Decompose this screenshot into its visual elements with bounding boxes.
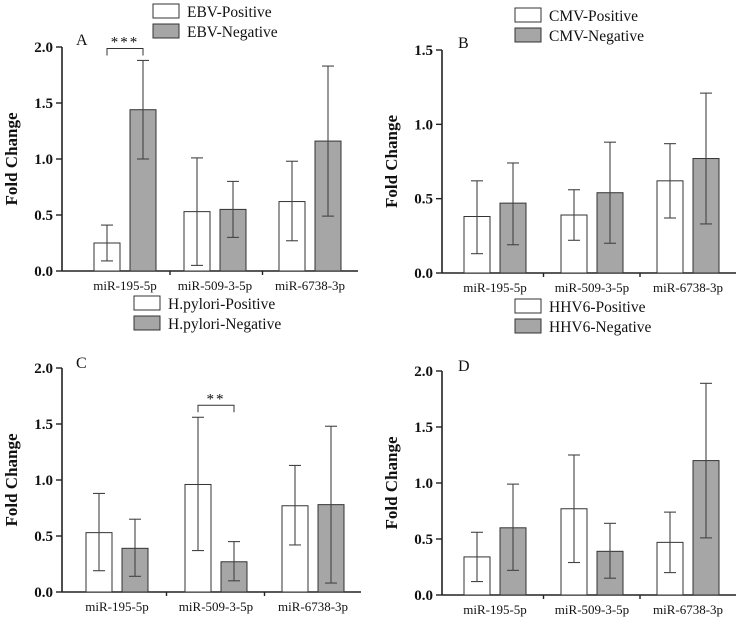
x-category-label: miR-509-3-5p: [555, 280, 629, 295]
y-axis-label: Fold Change: [2, 433, 21, 526]
x-category-label: miR-6738-3p: [653, 280, 723, 295]
legend-label: EBV-Negative: [187, 24, 278, 41]
bar-positive: [560, 214, 588, 274]
y-tick-label: 0.5: [34, 208, 53, 224]
panel-letter: C: [76, 355, 87, 372]
y-tick-label: 1.5: [414, 43, 433, 59]
y-tick-label: 2.0: [34, 40, 53, 56]
significance-label: **: [207, 391, 226, 407]
x-category-label: miR-509-3-5p: [178, 278, 252, 293]
legend: HHV6-Positive HHV6-Negative: [514, 298, 652, 336]
legend-swatch-negative: [133, 315, 161, 331]
y-tick-label: 2.0: [34, 361, 53, 377]
y-tick-label: 2.0: [414, 364, 433, 380]
x-category-label: miR-6738-3p: [653, 602, 723, 617]
y-tick-label: 0.0: [414, 588, 433, 604]
legend-swatch-negative: [514, 27, 542, 43]
panel-letter: D: [458, 358, 470, 375]
legend-label: HHV6-Negative: [549, 319, 652, 336]
panel-letter: A: [76, 32, 88, 49]
y-axis-label: Fold Change: [382, 436, 401, 529]
x-category-label: miR-195-5p: [85, 599, 149, 614]
y-axis-label: Fold Change: [2, 112, 21, 205]
y-axis-label: Fold Change: [382, 115, 401, 208]
legend: CMV-Positive CMV-Negative: [514, 7, 644, 45]
chart-panel-a: 0.0 0.5 1.0 1.5 2.0 miR-195-5p miR-509-3-5p miR…: [2, 3, 358, 293]
legend-label: H.pylori-Positive: [168, 296, 275, 313]
y-tick-label: 1.0: [414, 476, 433, 492]
x-category-label: miR-195-5p: [463, 280, 527, 295]
x-category-label: miR-509-3-5p: [555, 602, 629, 617]
chart-panel-b: 0.0 0.5 1.0 1.5 miR-195-5p miR-509-3-5p miR-67…: [382, 7, 736, 295]
legend-swatch-negative: [514, 318, 542, 334]
y-tick-label: 0.0: [34, 264, 53, 280]
significance-label: ***: [111, 34, 140, 50]
y-tick-label: 1.5: [34, 417, 53, 433]
x-category-label: miR-195-5p: [463, 602, 527, 617]
legend-swatch-positive: [514, 7, 542, 23]
y-tick-label: 1.5: [34, 96, 53, 112]
significance-bracket: [197, 404, 235, 413]
x-category-label: miR-195-5p: [93, 278, 157, 293]
legend-label: CMV-Positive: [549, 8, 638, 25]
chart-panel-d: 0.0 0.5 1.0 1.5 2.0 miR-195-5p miR-509-3-5p miR…: [382, 298, 736, 617]
x-category-label: miR-6738-3p: [278, 599, 348, 614]
y-tick-label: 1.5: [414, 420, 433, 436]
legend-label: CMV-Negative: [549, 28, 644, 45]
legend-label: EBV-Positive: [187, 4, 272, 21]
legend: EBV-Positive EBV-Negative: [152, 3, 278, 41]
x-category-label: miR-6738-3p: [275, 278, 345, 293]
legend-label: H.pylori-Negative: [168, 316, 281, 333]
legend-swatch-positive: [133, 295, 161, 311]
significance-bracket: [106, 47, 144, 56]
legend-swatch-positive: [152, 3, 180, 19]
y-tick-label: 0.5: [34, 529, 53, 545]
legend: H.pylori-Positive H.pylori-Negative: [133, 295, 281, 333]
y-tick-label: 0.5: [414, 532, 433, 548]
y-tick-label: 1.0: [414, 117, 433, 133]
panel-letter: B: [458, 35, 469, 52]
legend-label: HHV6-Positive: [549, 299, 646, 316]
y-tick-label: 0.0: [34, 585, 53, 601]
y-tick-label: 1.0: [34, 473, 53, 489]
y-tick-label: 1.0: [34, 152, 53, 168]
legend-swatch-positive: [514, 298, 542, 314]
y-tick-label: 0.0: [414, 266, 433, 282]
x-category-label: miR-509-3-5p: [179, 599, 253, 614]
y-tick-label: 0.5: [414, 192, 433, 208]
legend-swatch-negative: [152, 23, 180, 39]
chart-panel-c: 0.0 0.5 1.0 1.5 2.0 miR-195-5p miR-509-3-5p miR…: [2, 295, 361, 614]
